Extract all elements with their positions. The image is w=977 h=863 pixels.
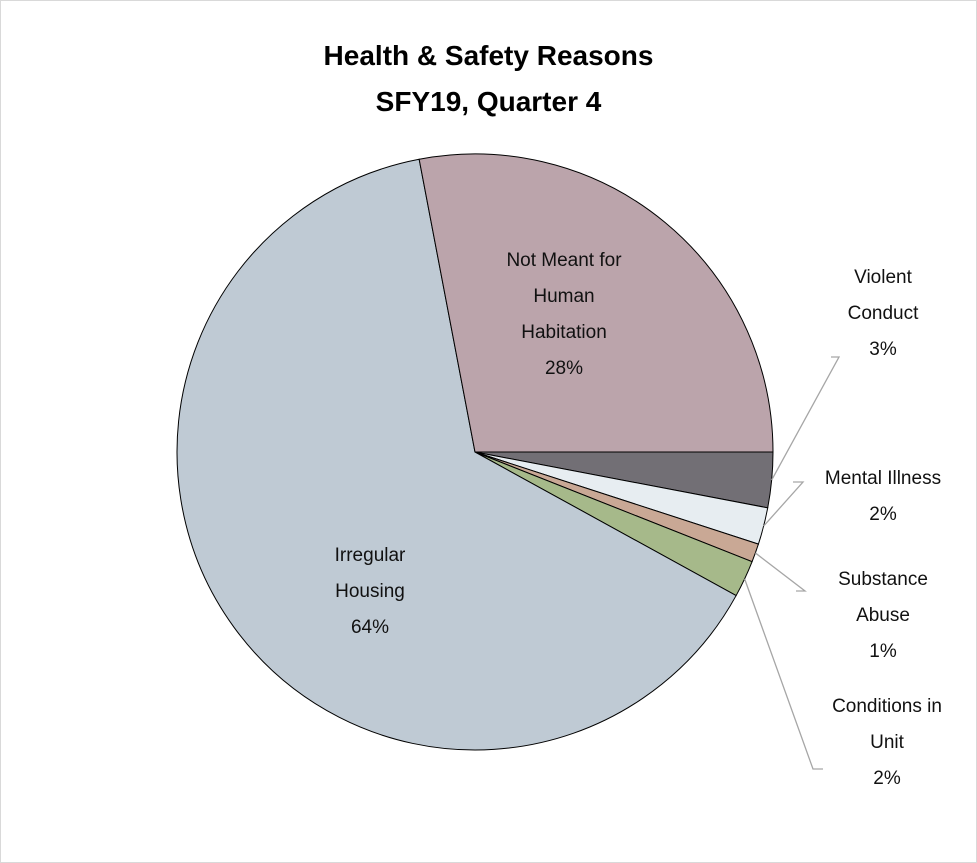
chart-title-line-2: SFY19, Quarter 4 [375, 86, 602, 117]
pie-slice-irregular-housing [176, 158, 737, 751]
chart-title-line-1: Health & Safety Reasons [323, 40, 654, 71]
data-label-substance-abuse: Substance Abuse 1% [838, 569, 928, 662]
leader-line-violent-conduct [771, 356, 841, 481]
leader-line-substance-abuse [754, 552, 807, 592]
leader-line-conditions-in-unit [744, 578, 823, 770]
data-label-irregular-housing: Irregular Housing 64% [335, 545, 406, 638]
leader-line-mental-illness [763, 481, 805, 527]
pie-slice-not-meant-for-human-habitation [418, 153, 774, 453]
data-label-not-meant-for-human-habitation: Not Meant for Human Habitation 28% [506, 250, 622, 379]
data-label-conditions-in-unit: Conditions in Unit 2% [832, 696, 942, 789]
data-label-violent-conduct: Violent Conduct 3% [848, 267, 919, 360]
data-label-mental-illness: Mental Illness 2% [825, 468, 941, 525]
